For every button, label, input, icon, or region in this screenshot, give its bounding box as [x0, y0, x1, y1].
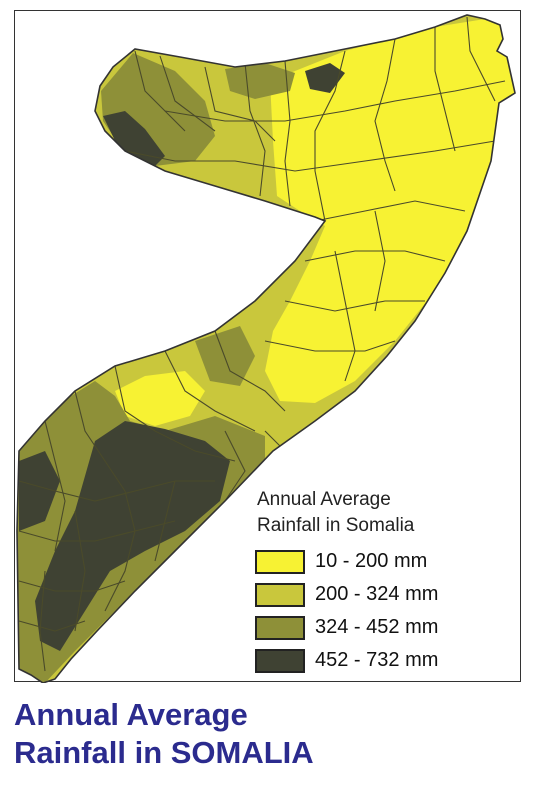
caption-line1: Annual Average [14, 697, 248, 732]
legend-title-line1: Annual Average [257, 489, 391, 510]
legend-item: 10 - 200 mm [255, 545, 505, 578]
page-caption: Annual Average Rainfall in SOMALIA [14, 696, 514, 772]
legend-swatch [255, 549, 305, 574]
legend-swatch [255, 615, 305, 640]
legend-item: 324 - 452 mm [255, 611, 505, 644]
caption-line2: Rainfall in SOMALIA [14, 735, 314, 770]
zone-452-732-south [35, 421, 230, 651]
zone-452-732-southwest [19, 451, 60, 531]
map-frame: Annual Average Rainfall in Somalia 10 - … [14, 10, 521, 683]
legend-title-line2: Rainfall in Somalia [257, 515, 415, 536]
zone-324-452-center [195, 326, 255, 386]
legend-label: 452 - 732 mm [315, 649, 439, 671]
district-boundaries [18, 16, 506, 672]
legend-item: 452 - 732 mm [255, 644, 505, 677]
legend-label: 10 - 200 mm [315, 550, 428, 572]
legend-swatch [255, 648, 305, 673]
zone-324-452-north [225, 63, 295, 99]
zone-10-200-northeast [265, 19, 515, 403]
legend-label: 324 - 452 mm [315, 616, 439, 638]
zone-452-732-north [305, 63, 345, 93]
zone-10-200-central [115, 371, 205, 426]
legend-list: 10 - 200 mm 200 - 324 mm 324 - 452 mm 45… [255, 545, 505, 677]
legend-swatch [255, 582, 305, 607]
legend-label: 200 - 324 mm [315, 583, 439, 605]
legend-item: 200 - 324 mm [255, 578, 505, 611]
map-legend: Annual Average Rainfall in Somalia 10 - … [255, 487, 505, 677]
